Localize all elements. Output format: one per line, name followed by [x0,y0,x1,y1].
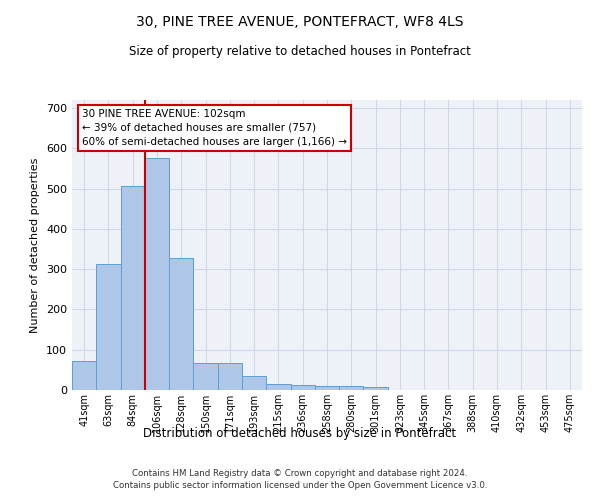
Text: 30, PINE TREE AVENUE, PONTEFRACT, WF8 4LS: 30, PINE TREE AVENUE, PONTEFRACT, WF8 4L… [136,15,464,29]
Bar [266,384,290,390]
Bar [145,158,169,390]
Bar [364,387,388,390]
Bar [121,186,145,390]
Bar [290,385,315,390]
Bar [218,363,242,390]
Bar [242,376,266,390]
Bar [339,386,364,390]
Bar [169,258,193,390]
Text: 30 PINE TREE AVENUE: 102sqm
← 39% of detached houses are smaller (757)
60% of se: 30 PINE TREE AVENUE: 102sqm ← 39% of det… [82,108,347,146]
Bar [193,363,218,390]
Bar [72,361,96,390]
Bar [315,386,339,390]
Bar [96,264,121,390]
Text: Size of property relative to detached houses in Pontefract: Size of property relative to detached ho… [129,45,471,58]
Y-axis label: Number of detached properties: Number of detached properties [31,158,40,332]
Text: Distribution of detached houses by size in Pontefract: Distribution of detached houses by size … [143,428,457,440]
Text: Contains HM Land Registry data © Crown copyright and database right 2024.
Contai: Contains HM Land Registry data © Crown c… [113,468,487,490]
